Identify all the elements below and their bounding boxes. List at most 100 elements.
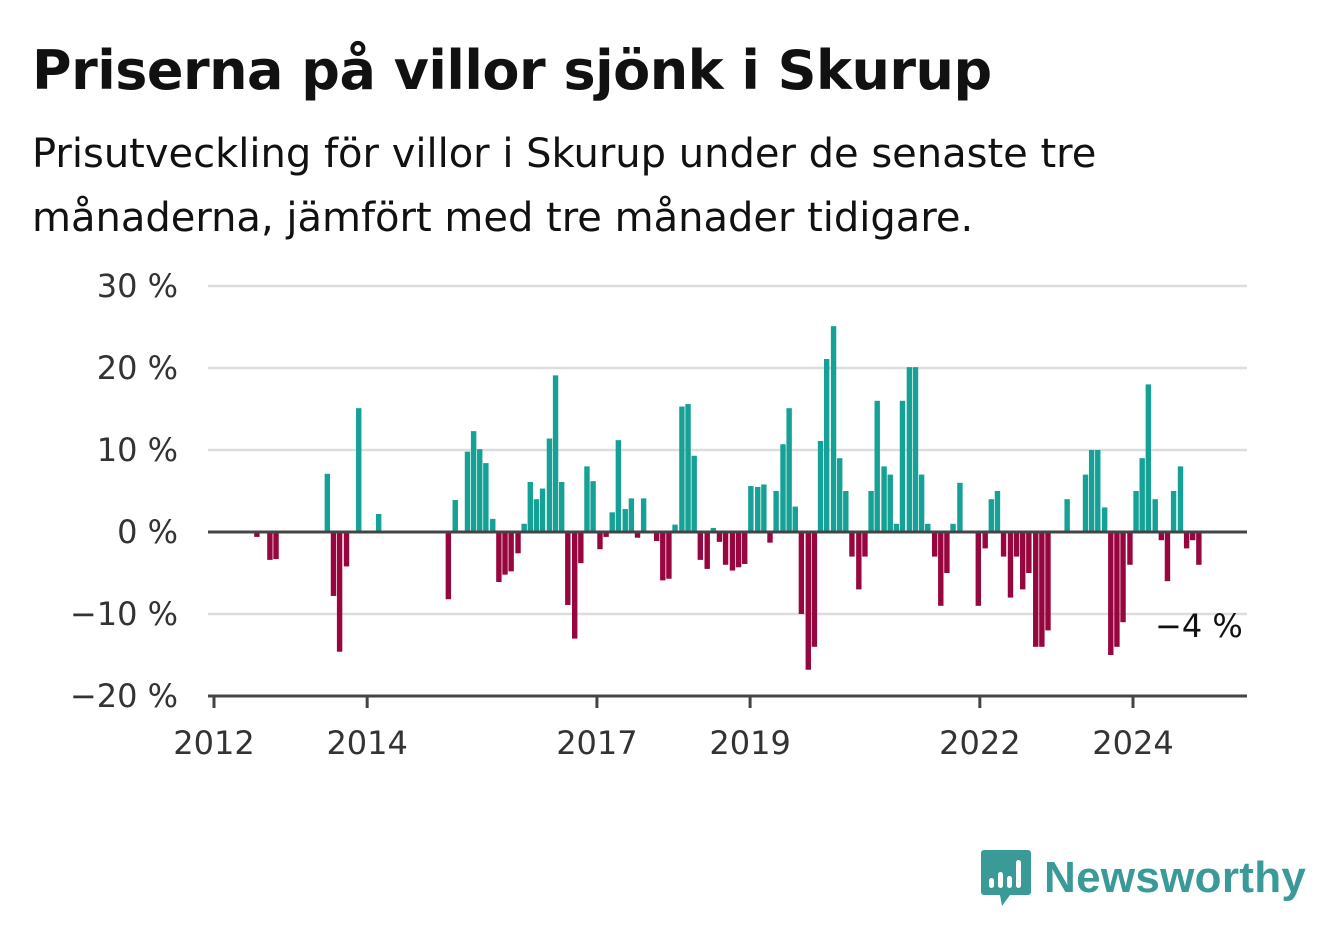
bar (887, 474, 893, 532)
bar (704, 532, 710, 569)
bar (786, 408, 792, 532)
bar (975, 532, 981, 606)
y-tick-label: −20 % (70, 677, 178, 715)
bar (994, 491, 1001, 532)
bar (254, 532, 260, 537)
bar (578, 532, 584, 564)
bar (1120, 532, 1126, 623)
bar (452, 500, 458, 532)
bar (590, 481, 596, 532)
bar (1158, 532, 1165, 541)
bar (1033, 532, 1039, 647)
bar (811, 532, 818, 647)
bar (477, 449, 483, 532)
y-tick-label: 10 % (97, 431, 178, 469)
bar (1145, 384, 1152, 532)
bar (515, 532, 521, 554)
bar (470, 431, 477, 532)
bar (615, 440, 622, 532)
bar (597, 532, 603, 550)
bar (609, 512, 615, 532)
bar (830, 326, 837, 532)
bar (798, 532, 805, 614)
bar (464, 451, 471, 532)
bar (273, 532, 279, 560)
bar (1170, 491, 1177, 532)
bar (893, 523, 900, 532)
bar (1152, 499, 1158, 532)
bar (539, 488, 546, 532)
x-tick-label: 2019 (709, 724, 790, 762)
bar (496, 532, 502, 583)
newsworthy-logo: Newsworthy (980, 848, 1306, 908)
bar (792, 506, 798, 532)
y-tick-label: −10 % (70, 595, 178, 633)
bar (1127, 532, 1133, 565)
bar (938, 532, 944, 606)
bar (856, 532, 862, 590)
bar (1133, 491, 1139, 532)
bar (267, 532, 273, 560)
y-tick-label: 30 % (97, 267, 178, 305)
bar (823, 358, 830, 532)
bar (336, 532, 343, 652)
bar (1026, 532, 1032, 573)
chart-title: Priserna på villor sjönk i Skurup (32, 39, 992, 102)
bar (716, 532, 723, 542)
y-tick-label: 0 % (117, 513, 178, 551)
bar (697, 532, 703, 560)
y-tick-label: 20 % (97, 349, 178, 387)
bar (508, 532, 514, 572)
x-axis: 2012 2014 2017 2019 2022 2024 (173, 694, 1247, 762)
bar-chart: 30 % 20 % 10 % 0 % −10 % −20 % 2012 2014 2017 20… (70, 267, 1247, 762)
bar (950, 523, 956, 532)
bar (584, 466, 590, 532)
bar (1183, 532, 1190, 549)
bar (881, 466, 887, 532)
bar (343, 532, 350, 567)
bar (1013, 532, 1020, 557)
grid-lines (208, 284, 1247, 616)
bar (912, 367, 919, 532)
bar (691, 455, 697, 532)
bar (490, 518, 496, 532)
bar (722, 532, 729, 565)
bar (502, 532, 508, 575)
bar (780, 444, 786, 532)
bar (1088, 450, 1095, 532)
bar (843, 491, 849, 532)
bar (622, 509, 628, 532)
bar (906, 367, 913, 532)
bar (640, 498, 647, 532)
bar (330, 532, 337, 596)
bar (1082, 474, 1089, 532)
bar (1039, 532, 1045, 647)
bar (628, 498, 635, 532)
bar (1045, 532, 1051, 631)
bar (925, 523, 931, 532)
bar (1177, 466, 1184, 532)
bar (603, 532, 609, 537)
bar (679, 406, 685, 532)
bar (533, 499, 540, 532)
bar (653, 532, 660, 542)
x-tick-label: 2024 (1092, 724, 1173, 762)
bar (546, 438, 553, 532)
y-axis-labels: 30 % 20 % 10 % 0 % −10 % −20 % (70, 267, 178, 715)
bar (672, 524, 678, 532)
bar (1007, 532, 1014, 598)
bar (356, 408, 362, 532)
bar (710, 527, 717, 532)
bar (552, 375, 559, 532)
newsworthy-logo-icon (981, 850, 1031, 906)
bar (1064, 499, 1070, 532)
bar (1000, 532, 1007, 557)
bar (572, 532, 578, 639)
bar (1020, 532, 1026, 590)
bar (874, 400, 880, 532)
brand-name: Newsworthy (1044, 853, 1307, 902)
bar (375, 513, 382, 532)
bar (742, 532, 748, 564)
bar (735, 532, 742, 568)
bar (805, 532, 811, 670)
